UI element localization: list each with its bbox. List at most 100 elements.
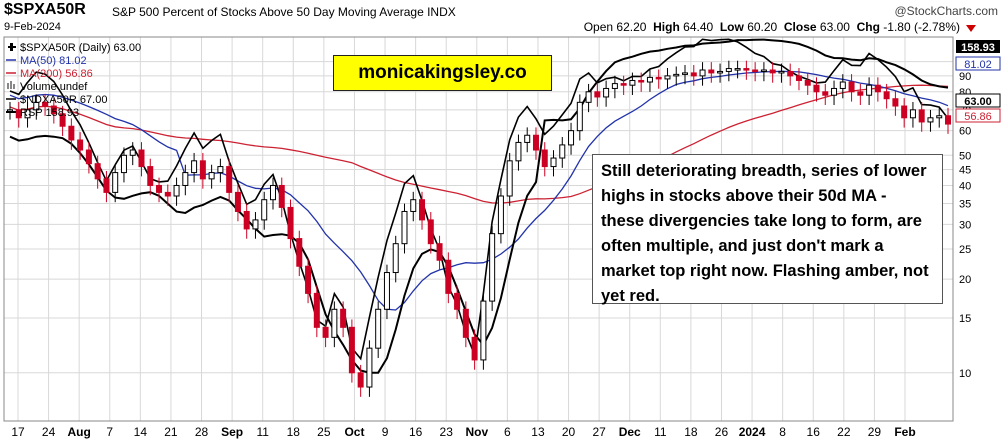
candle-body: [752, 69, 759, 72]
x-tick-label: 6: [504, 425, 511, 439]
candle-body: [795, 75, 802, 81]
ma50-tag-bg: [955, 56, 1001, 71]
candle-body: [638, 79, 645, 83]
chart-candles: [7, 60, 951, 397]
x-tick-label: 18: [684, 425, 698, 439]
candle-body: [936, 115, 943, 119]
candle-body: [445, 259, 452, 294]
x-axis: 17 24 Aug 7 14 21 28 Sep 11 18 25 Oct 9 16 23 Nov 6 13 20 2…: [11, 425, 915, 439]
chart-symbol: $SPXA50R: [4, 1, 86, 18]
x-tick-label: Dec: [619, 425, 641, 439]
candle-body: [112, 172, 119, 193]
candle-body: [383, 272, 390, 310]
candle-body: [743, 68, 750, 71]
candle-body: [103, 178, 110, 193]
x-tick-label: 16: [807, 425, 821, 439]
x-tick-label: Oct: [344, 425, 364, 439]
legend-ma50-label: MA(50) 81.02: [20, 55, 87, 67]
down-arrow-icon: [966, 25, 976, 32]
x-tick-label: 24: [42, 425, 56, 439]
candle-body: [725, 68, 732, 72]
candle-body: [532, 134, 539, 151]
candle-body: [550, 157, 557, 168]
candle-body: [278, 184, 285, 208]
open-value: 62.20: [616, 20, 647, 34]
candle-body: [208, 172, 215, 180]
candle-body: [287, 206, 294, 240]
candle-body: [778, 70, 785, 74]
candle-body: [506, 160, 513, 197]
x-tick-label: 2024: [739, 425, 766, 439]
x-tick-label: 29: [868, 425, 882, 439]
y-tick-label: 10: [959, 368, 971, 380]
candle-body: [804, 79, 811, 86]
x-tick-label: 28: [195, 425, 209, 439]
candle-body: [68, 125, 75, 141]
legend-ma200: MA(200) 56.86: [6, 68, 93, 80]
y-tick-label: 25: [959, 244, 971, 256]
candle-body: [129, 149, 136, 156]
x-tick-label: 16: [409, 425, 423, 439]
y-tick-label: 20: [959, 274, 971, 286]
candle-body: [322, 326, 329, 338]
candle-body: [524, 134, 531, 143]
candle-body: [348, 326, 355, 374]
candle-body: [164, 191, 171, 197]
candle-body: [331, 308, 338, 338]
last-tag-bg: [955, 93, 1001, 108]
candle-body: [24, 109, 31, 119]
candle-body: [436, 243, 443, 261]
close-label: Close: [783, 20, 817, 34]
chart-date: 9-Feb-2024: [4, 21, 61, 33]
candle-body: [462, 308, 469, 338]
candle-body: [59, 113, 66, 127]
candle-body: [603, 87, 610, 98]
candle-body: [918, 109, 925, 123]
candle-body: [515, 141, 522, 162]
y-tick-label: 30: [959, 219, 971, 231]
x-tick-label: 21: [164, 425, 178, 439]
candle-body: [427, 219, 434, 245]
x-tick-label: 17: [11, 425, 25, 439]
candle-body: [664, 75, 671, 80]
candle-body: [94, 163, 101, 180]
x-tick-label: Nov: [465, 425, 488, 439]
candle-body: [927, 117, 934, 123]
candle-body: [620, 83, 627, 86]
candle-body: [708, 69, 715, 74]
candle-body: [226, 166, 233, 193]
candle-body: [357, 372, 364, 388]
x-tick-label: Feb: [894, 425, 915, 439]
candle-body: [313, 292, 320, 328]
legend-main: $SPXA50R (Daily) 63.00: [8, 42, 141, 54]
candle-body: [243, 210, 250, 230]
x-tick-label: 26: [715, 425, 729, 439]
candle-body: [410, 199, 417, 212]
candle-body: [646, 76, 653, 83]
candle-body: [489, 233, 496, 302]
candle-body: [50, 105, 57, 115]
price-tags: 158.93 81.02 63.00 56.86: [955, 40, 1001, 123]
candle-body: [839, 81, 846, 89]
candle-body: [717, 70, 724, 74]
candle-body: [454, 292, 461, 310]
y-tick-label: 50: [959, 150, 971, 162]
ma200-tag-bg: [955, 108, 1001, 123]
chart-legend: $SPXA50R (Daily) 63.00 MA(50) 81.02 MA(2…: [6, 42, 141, 119]
candle-body: [866, 84, 873, 96]
candle-body: [269, 184, 276, 201]
candle-body: [15, 109, 22, 119]
x-tick-label: 11: [256, 425, 269, 439]
candle-body: [559, 144, 566, 159]
legend-rsp-label: RSP 158.93: [20, 107, 79, 119]
candle-body: [611, 83, 618, 89]
candle-body: [585, 91, 592, 103]
candle-body: [261, 199, 268, 221]
y-tick-label: 45: [959, 165, 971, 177]
candle-body: [594, 91, 601, 98]
x-tick-label: 14: [134, 425, 148, 439]
candle-body: [156, 184, 163, 193]
x-tick-label: 9: [382, 425, 389, 439]
candle-body: [831, 87, 838, 96]
